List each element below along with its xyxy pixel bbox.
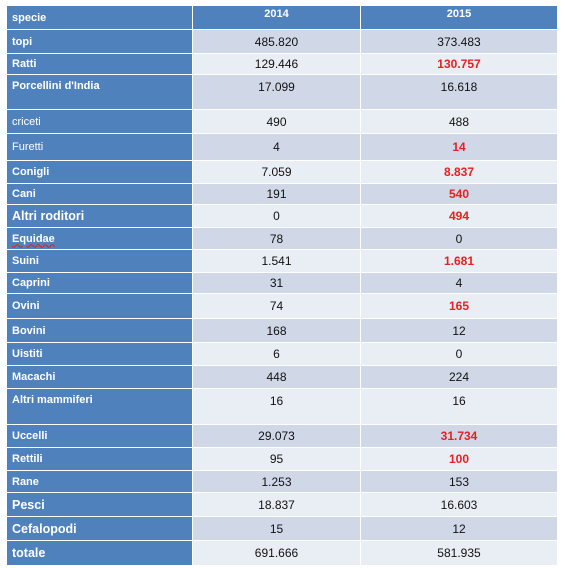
species-cell: Ovini bbox=[6, 293, 193, 319]
table-row: Ovini 74 165 bbox=[6, 293, 558, 319]
header-year-2014: 2014 bbox=[192, 5, 361, 30]
value-2014: 168 bbox=[192, 318, 361, 343]
value-2015: 153 bbox=[360, 470, 558, 493]
species-cell: Uistiti bbox=[6, 342, 193, 366]
species-cell: topi bbox=[6, 29, 193, 54]
species-cell: Bovini bbox=[6, 318, 193, 343]
value-2014: 485.820 bbox=[192, 29, 361, 54]
table-row: Macachi 448 224 bbox=[6, 365, 558, 389]
species-cell: Caprini bbox=[6, 272, 193, 294]
table-row: criceti 490 488 bbox=[6, 109, 558, 134]
species-cell: Uccelli bbox=[6, 424, 193, 448]
value-2015: 12 bbox=[360, 318, 558, 343]
value-2015: 494 bbox=[360, 204, 558, 228]
table-row: Porcellini d'India 17.099 16.618 bbox=[6, 74, 558, 110]
value-2015: 540 bbox=[360, 183, 558, 205]
table-row: Caprini 31 4 bbox=[6, 272, 558, 294]
species-cell: Pesci bbox=[6, 492, 193, 517]
value-2015: 0 bbox=[360, 342, 558, 366]
value-2014: 191 bbox=[192, 183, 361, 205]
table-row: Suini 1.541 1.681 bbox=[6, 249, 558, 273]
value-2015: 1.681 bbox=[360, 249, 558, 273]
value-2014: 78 bbox=[192, 227, 361, 250]
value-2014: 74 bbox=[192, 293, 361, 319]
table-row: Cani 191 540 bbox=[6, 183, 558, 205]
value-2015: 165 bbox=[360, 293, 558, 319]
table-row: Cefalopodi 15 12 bbox=[6, 516, 558, 541]
table-row: Furetti 4 14 bbox=[6, 133, 558, 161]
value-2014: 448 bbox=[192, 365, 361, 389]
value-2014: 129.446 bbox=[192, 53, 361, 75]
table-row: Bovini 168 12 bbox=[6, 318, 558, 343]
value-2014: 4 bbox=[192, 133, 361, 161]
header-row: specie 2014 2015 bbox=[6, 5, 558, 30]
value-2014: 7.059 bbox=[192, 160, 361, 184]
species-cell: Altri mammiferi bbox=[6, 388, 193, 425]
table-row: Ratti 129.446 130.757 bbox=[6, 53, 558, 75]
table-row: Pesci 18.837 16.603 bbox=[6, 492, 558, 517]
value-2014: 6 bbox=[192, 342, 361, 366]
value-2015: 16 bbox=[360, 388, 558, 425]
header-species: specie bbox=[6, 5, 193, 30]
value-2014: 31 bbox=[192, 272, 361, 294]
species-cell: Altri roditori bbox=[6, 204, 193, 228]
value-2014: 18.837 bbox=[192, 492, 361, 517]
table-row: topi 485.820 373.483 bbox=[6, 29, 558, 54]
species-cell: Macachi bbox=[6, 365, 193, 389]
species-cell: Rane bbox=[6, 470, 193, 493]
header-year-2015: 2015 bbox=[360, 5, 558, 30]
value-2015: 130.757 bbox=[360, 53, 558, 75]
value-2014: 95 bbox=[192, 447, 361, 471]
species-cell: Cefalopodi bbox=[6, 516, 193, 541]
value-2014: 691.666 bbox=[192, 540, 361, 566]
species-cell: Ratti bbox=[6, 53, 193, 75]
table-row: Altri mammiferi 16 16 bbox=[6, 388, 558, 425]
value-2014: 16 bbox=[192, 388, 361, 425]
table-row: Uccelli 29.073 31.734 bbox=[6, 424, 558, 448]
value-2015: 0 bbox=[360, 227, 558, 250]
value-2014: 15 bbox=[192, 516, 361, 541]
value-2014: 1.253 bbox=[192, 470, 361, 493]
species-cell: Porcellini d'India bbox=[6, 74, 193, 110]
value-2015: 4 bbox=[360, 272, 558, 294]
table-row-total: totale 691.666 581.935 bbox=[6, 540, 558, 566]
value-2015: 488 bbox=[360, 109, 558, 134]
value-2015: 16.618 bbox=[360, 74, 558, 110]
value-2014: 0 bbox=[192, 204, 361, 228]
value-2015: 373.483 bbox=[360, 29, 558, 54]
table-row: Uistiti 6 0 bbox=[6, 342, 558, 366]
value-2015: 16.603 bbox=[360, 492, 558, 517]
species-cell: Equidae bbox=[6, 227, 193, 250]
table-row: Altri roditori 0 494 bbox=[6, 204, 558, 228]
table-row: Rane 1.253 153 bbox=[6, 470, 558, 493]
value-2015: 14 bbox=[360, 133, 558, 161]
value-2015: 581.935 bbox=[360, 540, 558, 566]
value-2015: 8.837 bbox=[360, 160, 558, 184]
species-cell: Suini bbox=[6, 249, 193, 273]
value-2015: 224 bbox=[360, 365, 558, 389]
species-cell: totale bbox=[6, 540, 193, 566]
table-row: Rettili 95 100 bbox=[6, 447, 558, 471]
value-2014: 1.541 bbox=[192, 249, 361, 273]
species-cell: Conigli bbox=[6, 160, 193, 184]
species-table: specie 2014 2015 topi 485.820 373.483 Ra… bbox=[6, 5, 558, 566]
value-2014: 29.073 bbox=[192, 424, 361, 448]
value-2015: 12 bbox=[360, 516, 558, 541]
species-cell: Rettili bbox=[6, 447, 193, 471]
species-cell: criceti bbox=[6, 109, 193, 134]
value-2014: 490 bbox=[192, 109, 361, 134]
value-2014: 17.099 bbox=[192, 74, 361, 110]
species-cell: Cani bbox=[6, 183, 193, 205]
value-2015: 100 bbox=[360, 447, 558, 471]
table-row: Conigli 7.059 8.837 bbox=[6, 160, 558, 184]
species-label-equidae: Equidae bbox=[12, 232, 55, 245]
species-cell: Furetti bbox=[6, 133, 193, 161]
table-row: Equidae 78 0 bbox=[6, 227, 558, 250]
value-2015: 31.734 bbox=[360, 424, 558, 448]
